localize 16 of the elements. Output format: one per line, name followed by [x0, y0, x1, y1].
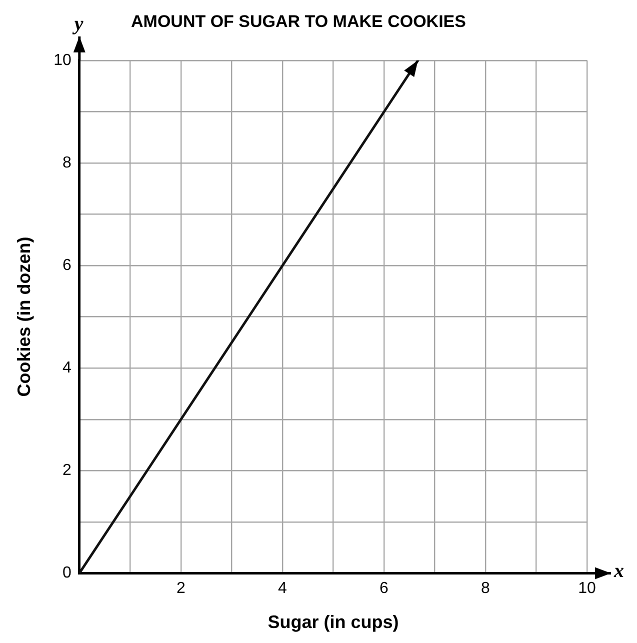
x-tick-label: 4	[278, 580, 287, 598]
chart-title: AMOUNT OF SUGAR TO MAKE COOKIES	[131, 12, 466, 31]
text: x	[614, 560, 624, 582]
x-tick-label: 2	[176, 580, 186, 598]
x-tick-label: 8	[481, 580, 490, 598]
x-tick-label: 6	[380, 580, 389, 598]
text: y	[74, 13, 84, 36]
y-tick-label: 6	[62, 256, 72, 274]
y-axis-title: Cookies (in dozen)	[14, 236, 34, 397]
y-tick-label: 2	[62, 462, 72, 480]
y-tick-label: 4	[62, 359, 72, 376]
x-axis-title: Sugar (in cups)	[268, 612, 399, 632]
y-tick-label: 10	[54, 52, 72, 69]
x-tick-label: 10	[578, 580, 596, 598]
y-tick-label: 8	[62, 154, 72, 172]
y-tick-label: 0	[62, 564, 72, 582]
